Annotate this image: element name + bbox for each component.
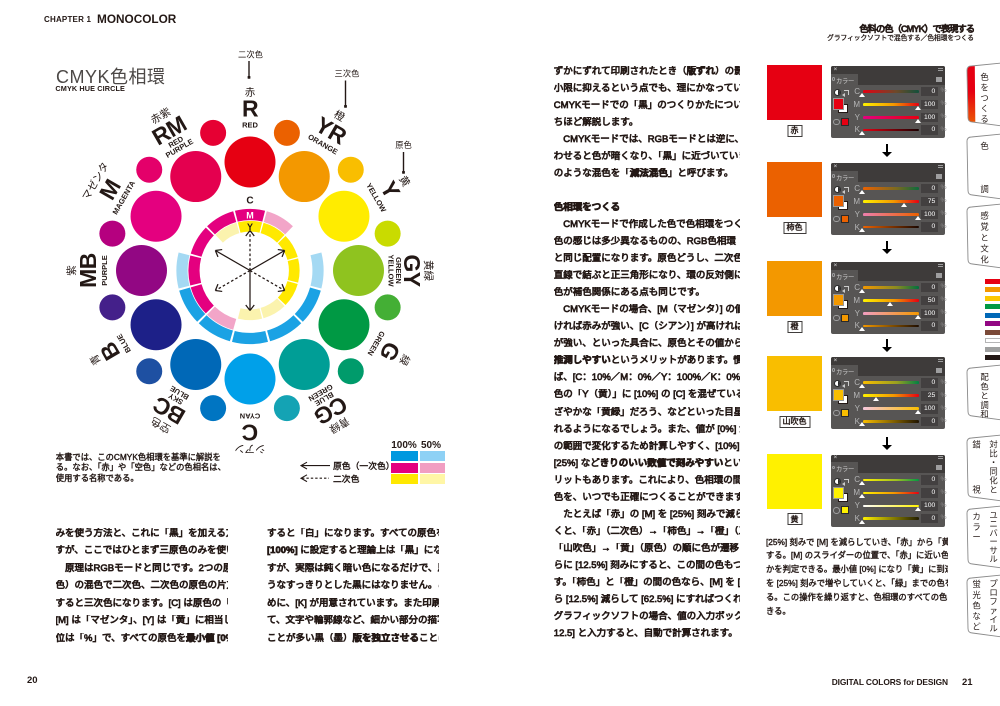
svg-text:ル: ル bbox=[989, 554, 997, 564]
svg-text:と: と bbox=[989, 485, 997, 495]
svg-text:な: な bbox=[972, 611, 980, 621]
svg-text:イ: イ bbox=[989, 615, 997, 625]
svg-text:を: を bbox=[980, 83, 988, 93]
svg-text:ど: ど bbox=[972, 622, 981, 632]
svg-text:化: 化 bbox=[980, 255, 989, 265]
svg-text:調: 調 bbox=[980, 400, 988, 410]
svg-text:比: 比 bbox=[989, 449, 997, 459]
svg-text:く: く bbox=[980, 103, 988, 113]
svg-text:色: 色 bbox=[980, 72, 989, 82]
svg-text:同: 同 bbox=[989, 467, 997, 477]
svg-text:Y: Y bbox=[247, 222, 253, 232]
svg-text:ロ: ロ bbox=[989, 588, 997, 598]
svg-text:ー: ー bbox=[972, 532, 980, 542]
svg-text:二次色: 二次色 bbox=[238, 50, 263, 60]
svg-text:色: 色 bbox=[980, 381, 989, 391]
svg-text:MB: MB bbox=[75, 253, 101, 288]
svg-text:と: と bbox=[980, 391, 988, 401]
svg-text:調: 調 bbox=[980, 184, 988, 194]
svg-text:る: る bbox=[980, 114, 988, 124]
svg-text:ニ: ニ bbox=[989, 519, 997, 529]
svg-text:色: 色 bbox=[980, 141, 989, 151]
svg-text:シアン: シアン bbox=[234, 443, 265, 455]
svg-text:感: 感 bbox=[980, 211, 989, 221]
svg-text:PURPLE: PURPLE bbox=[100, 255, 109, 285]
svg-text:化: 化 bbox=[989, 476, 998, 486]
svg-text:プ: プ bbox=[989, 579, 998, 589]
svg-text:カ: カ bbox=[972, 512, 980, 522]
svg-text:フ: フ bbox=[989, 597, 997, 607]
svg-text:サ: サ bbox=[989, 545, 997, 555]
svg-text:バ: バ bbox=[989, 528, 998, 538]
svg-text:錯: 錯 bbox=[972, 440, 981, 450]
svg-text:YELLOW: YELLOW bbox=[387, 254, 396, 287]
svg-text:視: 視 bbox=[972, 485, 981, 495]
svg-text:配: 配 bbox=[980, 372, 989, 382]
svg-text:三次色: 三次色 bbox=[335, 69, 360, 79]
svg-text:RED: RED bbox=[242, 120, 258, 129]
svg-text:C: C bbox=[242, 419, 258, 445]
svg-text:ー: ー bbox=[989, 537, 997, 547]
svg-text:R: R bbox=[242, 96, 259, 122]
svg-text:ァ: ァ bbox=[989, 606, 997, 616]
svg-text:ラ: ラ bbox=[972, 522, 980, 532]
svg-text:つ: つ bbox=[980, 93, 988, 103]
svg-text:黄緑: 黄緑 bbox=[422, 260, 435, 281]
svg-text:覚: 覚 bbox=[980, 222, 988, 232]
svg-text:CYAN: CYAN bbox=[240, 412, 261, 421]
svg-text:光: 光 bbox=[972, 590, 981, 600]
svg-text:ル: ル bbox=[989, 624, 997, 634]
svg-text:GREEN: GREEN bbox=[394, 257, 403, 284]
svg-text:対: 対 bbox=[989, 440, 998, 450]
svg-text:紫: 紫 bbox=[66, 265, 78, 276]
svg-text:ユ: ユ bbox=[989, 510, 997, 520]
svg-text:文: 文 bbox=[980, 244, 989, 254]
svg-text:赤: 赤 bbox=[245, 87, 256, 99]
svg-text:・: ・ bbox=[989, 458, 997, 468]
svg-text:GY: GY bbox=[399, 254, 425, 286]
svg-text:蛍: 蛍 bbox=[972, 579, 980, 589]
svg-text:色: 色 bbox=[972, 600, 981, 610]
svg-text:和: 和 bbox=[980, 409, 988, 419]
svg-text:M: M bbox=[246, 211, 254, 221]
svg-text:C: C bbox=[246, 196, 253, 207]
svg-text:と: と bbox=[980, 233, 988, 243]
svg-text:原色: 原色 bbox=[395, 140, 412, 150]
